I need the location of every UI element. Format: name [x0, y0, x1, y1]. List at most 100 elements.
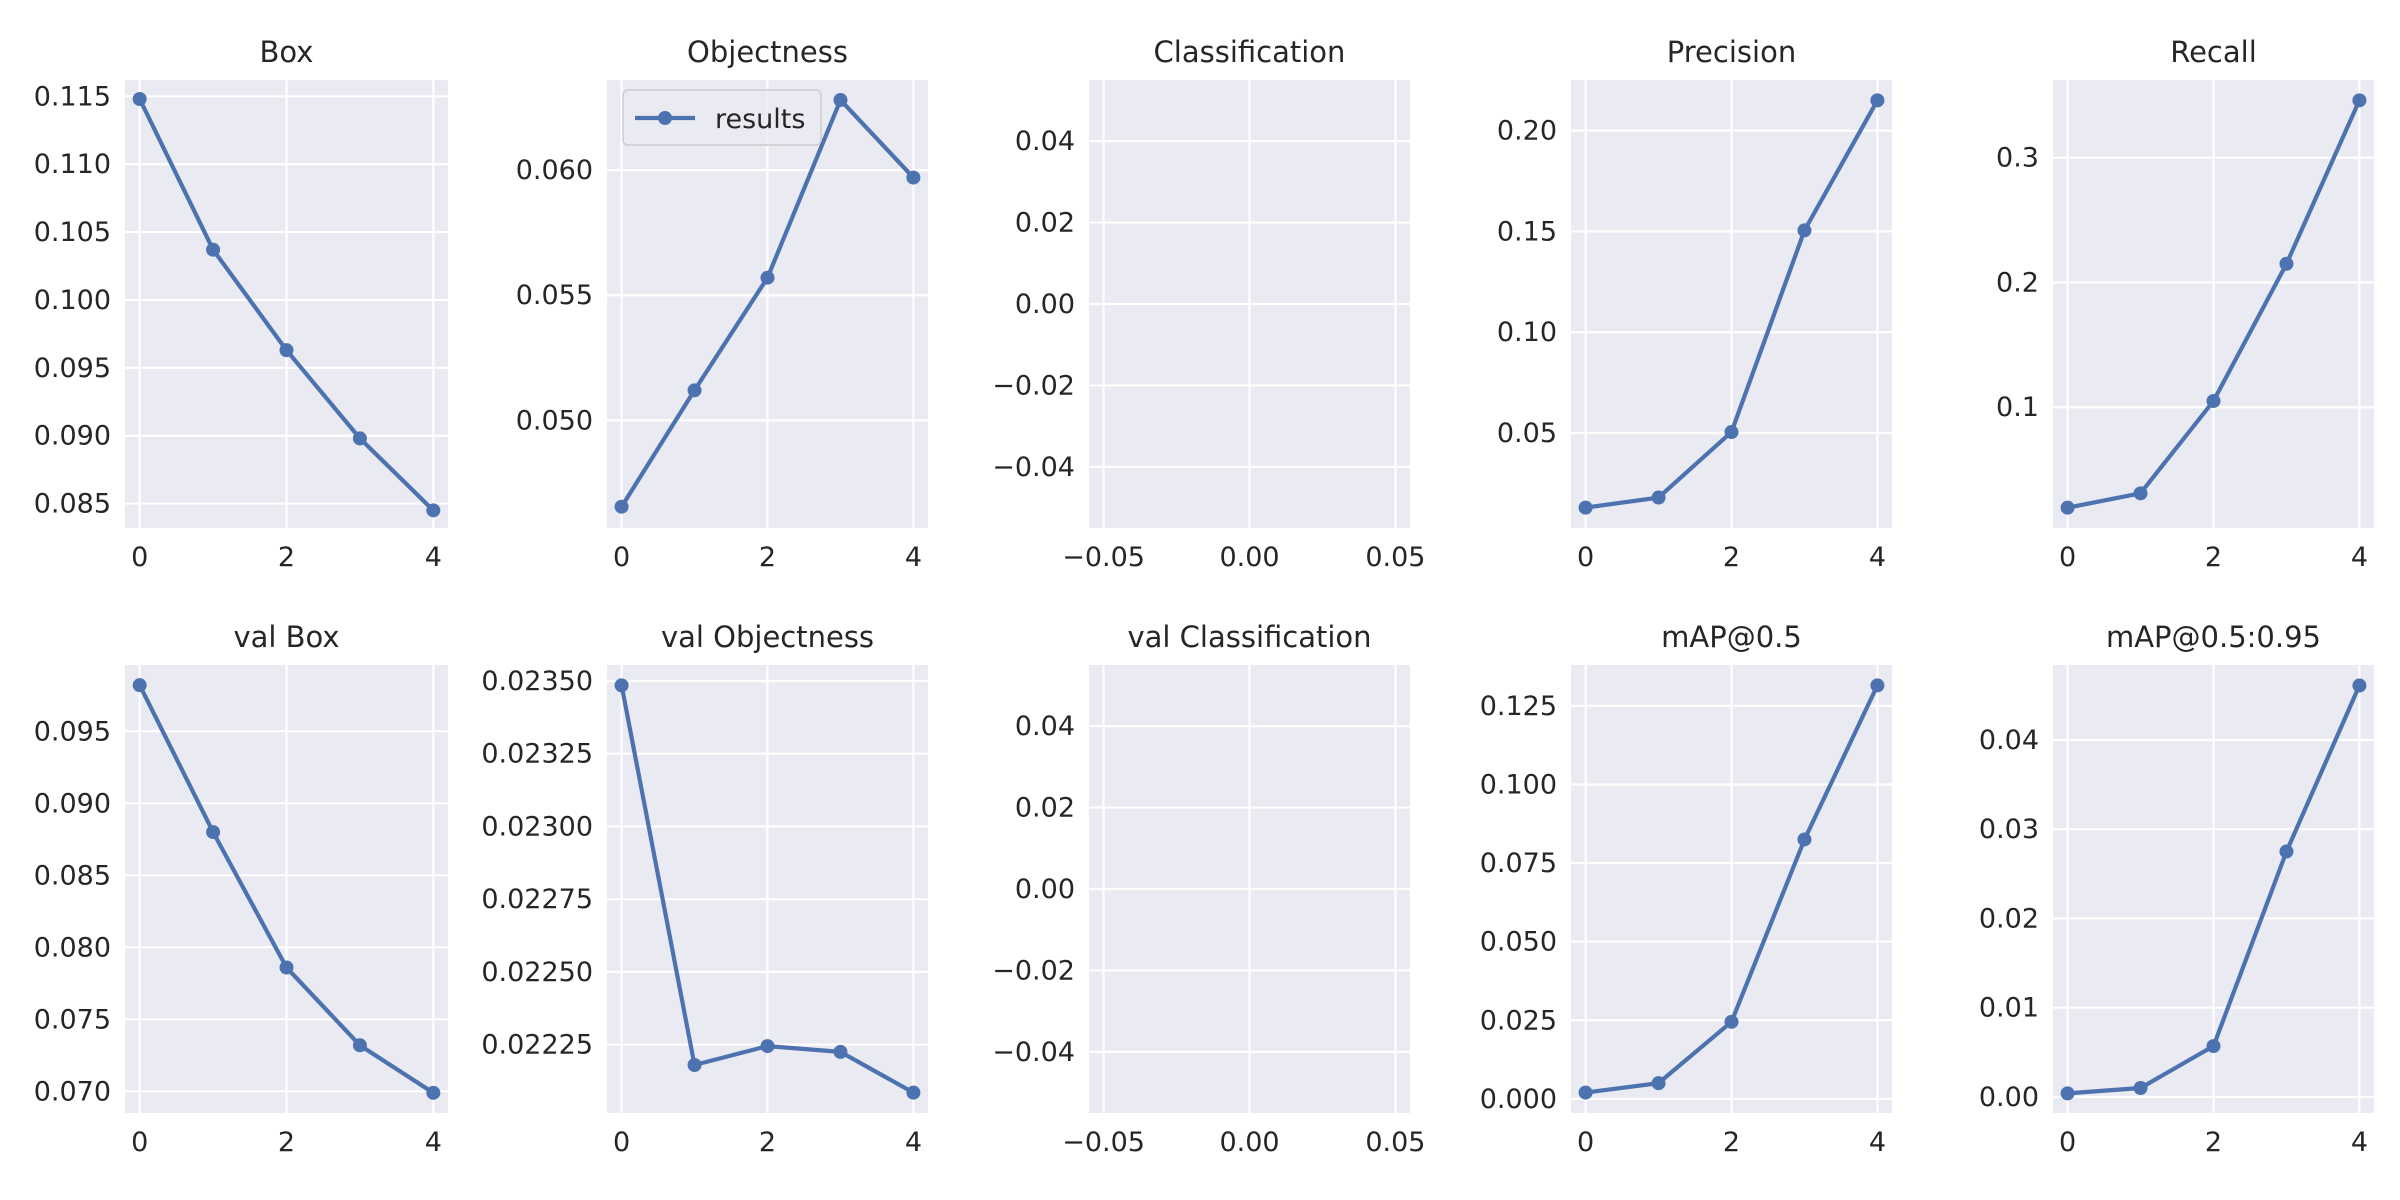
- legend-box: [622, 89, 822, 146]
- y-tick-label: 0.02: [1015, 208, 1075, 239]
- data-point: [2206, 393, 2221, 408]
- y-tick-label: 0.075: [34, 1004, 111, 1035]
- data-point: [1578, 500, 1593, 515]
- x-tick-label: 2: [2205, 542, 2222, 573]
- y-tick-label: 0.15: [1497, 216, 1557, 247]
- x-tick-label: 4: [425, 542, 442, 573]
- y-tick-label: 0.025: [1480, 1005, 1557, 1036]
- panel-box: 0 2 4 0.085 0.090 0.095 0.100 0.105 0.110 0.115 Bo…: [34, 35, 448, 573]
- x-tick-label: −0.05: [1062, 1127, 1145, 1158]
- y-tick-label: 0.1: [1996, 392, 2039, 423]
- y-tick-label: 0.060: [516, 155, 593, 186]
- y-tick-label: 0.085: [34, 489, 111, 520]
- data-point: [1870, 93, 1885, 108]
- panel-title: val Box: [233, 620, 339, 654]
- data-point: [426, 1085, 441, 1100]
- panel-precision: 0 2 4 0.05 0.10 0.15 0.20 Precision: [1497, 35, 1892, 573]
- panel-classification: −0.05 0.00 0.05 −0.04 −0.02 0.00 0.02 0.04 Class…: [992, 35, 1425, 573]
- x-tick-label: 2: [759, 1127, 776, 1158]
- panel-recall: 0 2 4 0.1 0.2 0.3 Recall: [1996, 35, 2374, 573]
- data-point: [906, 170, 921, 185]
- data-point: [2279, 256, 2294, 271]
- y-tick-label: 0.075: [1480, 848, 1557, 879]
- y-tick-label: 0.095: [34, 716, 111, 747]
- y-tick-label: 0.115: [34, 81, 111, 112]
- legend: results: [622, 89, 822, 146]
- x-tick-label: 2: [759, 542, 776, 573]
- x-tick-label: 2: [278, 1127, 295, 1158]
- y-tick-label: 0.01: [1979, 993, 2039, 1024]
- x-tick-label: 4: [905, 542, 922, 573]
- x-tick-label: 4: [905, 1127, 922, 1158]
- x-tick-label: 2: [1723, 542, 1740, 573]
- data-point: [687, 1058, 702, 1072]
- x-tick-label: 0.00: [1219, 542, 1279, 573]
- y-tick-label: 0.100: [34, 285, 111, 316]
- y-tick-label: 0.00: [1979, 1082, 2039, 1113]
- x-tick-label: 4: [1869, 542, 1886, 573]
- data-point: [352, 431, 367, 446]
- panel-title: Objectness: [687, 35, 848, 69]
- y-tick-label: −0.04: [992, 1037, 1075, 1068]
- panel-val-classification: −0.05 0.00 0.05 −0.04 −0.02 0.00 0.02 0.04 val C…: [992, 620, 1425, 1158]
- panel-title: Precision: [1667, 35, 1796, 69]
- legend-marker: [658, 111, 672, 125]
- x-tick-label: 2: [278, 542, 295, 573]
- y-tick-label: 0.125: [1480, 691, 1557, 722]
- panel-title: val Classification: [1127, 620, 1371, 654]
- data-point: [1651, 1076, 1666, 1091]
- y-tick-label: 0.05: [1497, 418, 1557, 449]
- data-point: [2279, 844, 2294, 859]
- y-tick-label: 0.110: [34, 149, 111, 180]
- data-point: [2352, 93, 2367, 108]
- data-point: [2060, 1086, 2075, 1101]
- y-tick-label: 0.095: [34, 353, 111, 384]
- data-point: [2133, 1081, 2148, 1096]
- x-tick-label: 4: [1869, 1127, 1886, 1158]
- panel-map-at-0-5: 0 2 4 0.000 0.025 0.050 0.075 0.100 0.125 mAP@0.5: [1480, 620, 1892, 1158]
- panel-title: Recall: [2170, 35, 2257, 69]
- x-tick-label: 2: [2205, 1127, 2222, 1158]
- y-tick-label: 0.00: [1015, 874, 1075, 905]
- y-tick-label: 0.055: [516, 280, 593, 311]
- y-tick-label: 0.00: [1015, 289, 1075, 320]
- y-tick-label: 0.2: [1996, 267, 2039, 298]
- data-point: [279, 960, 294, 975]
- x-tick-label: 0: [613, 542, 630, 573]
- data-point: [2060, 500, 2075, 515]
- data-point: [1724, 1014, 1739, 1029]
- y-tick-label: 0.02350: [481, 666, 593, 697]
- data-point: [687, 383, 702, 398]
- data-point: [2206, 1039, 2221, 1054]
- data-point: [614, 678, 629, 693]
- x-tick-label: −0.05: [1062, 542, 1145, 573]
- panel-val-box: 0 2 4 0.070 0.075 0.080 0.085 0.090 0.095 val Box: [34, 620, 448, 1158]
- data-point: [206, 825, 221, 840]
- y-tick-label: 0.02300: [481, 811, 593, 842]
- y-tick-label: 0.050: [516, 405, 593, 436]
- panel-objectness: 0 2 4 0.050 0.055 0.060 Objectness results: [516, 35, 928, 573]
- x-tick-label: 0: [2059, 542, 2076, 573]
- data-point: [614, 499, 629, 514]
- y-tick-label: 0.105: [34, 217, 111, 248]
- y-tick-label: −0.02: [992, 955, 1075, 986]
- data-point: [132, 92, 147, 107]
- x-tick-label: 0.05: [1365, 542, 1425, 573]
- y-tick-label: 0.02275: [481, 884, 593, 915]
- data-point: [2352, 678, 2367, 693]
- data-point: [206, 242, 221, 257]
- y-tick-label: 0.090: [34, 788, 111, 819]
- x-tick-label: 4: [2351, 542, 2368, 573]
- y-tick-label: −0.02: [992, 370, 1075, 401]
- y-tick-label: 0.02: [1015, 793, 1075, 824]
- y-tick-label: 0.000: [1480, 1084, 1557, 1115]
- panel-title: Box: [260, 35, 314, 69]
- data-point: [833, 1044, 848, 1059]
- x-tick-label: 0: [131, 1127, 148, 1158]
- data-point: [760, 1039, 775, 1054]
- legend-label: results: [715, 104, 805, 135]
- data-point: [833, 93, 848, 108]
- y-tick-label: 0.080: [34, 932, 111, 963]
- data-point: [1578, 1085, 1593, 1100]
